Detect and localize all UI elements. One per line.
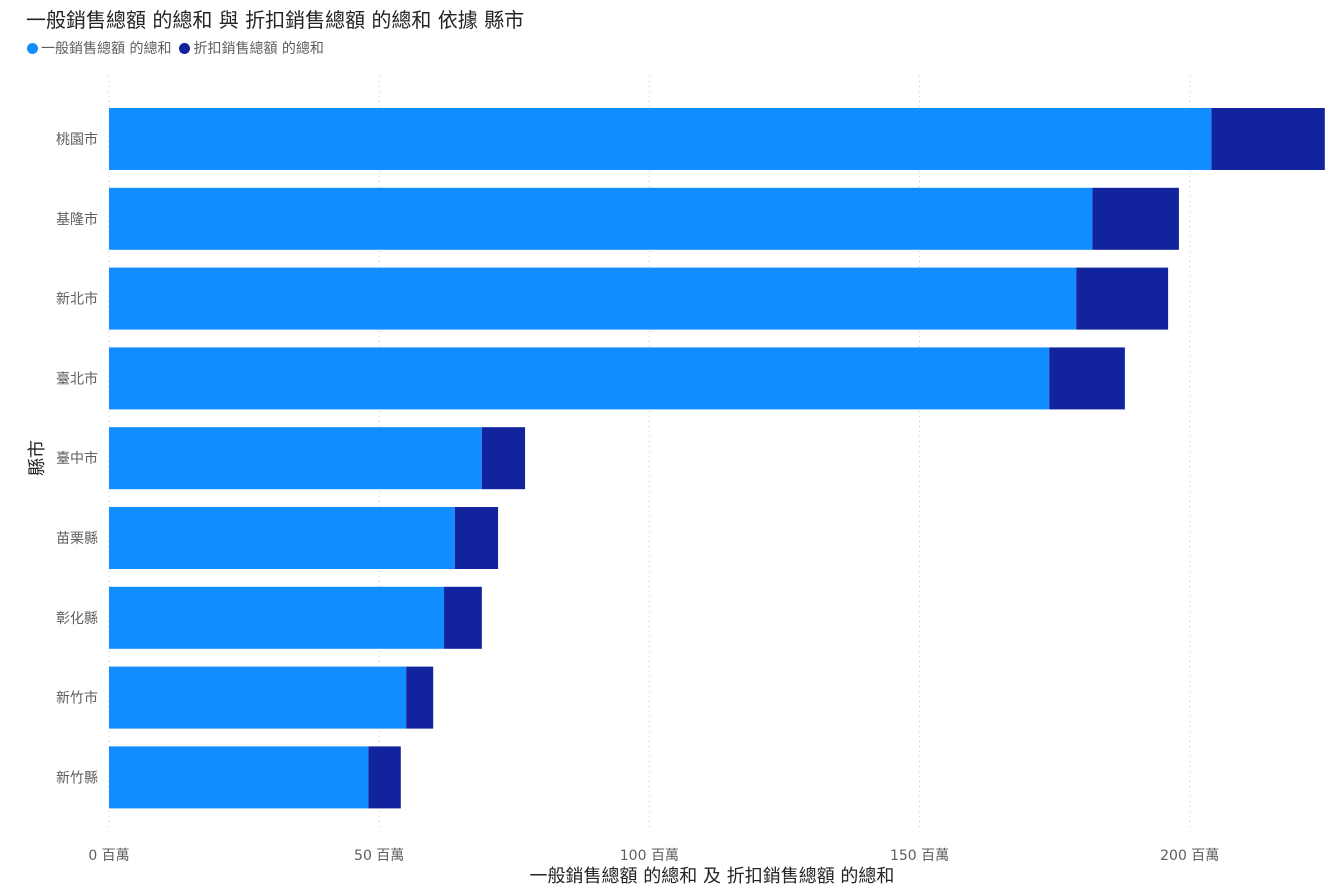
bar-discount-sales [454,507,499,569]
bar-regular-sales [109,108,1212,170]
y-category-label: 苗栗縣 [56,531,98,547]
bar-regular-sales [109,586,445,649]
bar-regular-sales [109,187,1093,250]
legend-label-discount: 折扣銷售總額 的總和 [193,41,324,57]
x-tick-label: 0 百萬 [88,848,129,864]
bar-discount-sales [406,666,434,729]
x-axis-title: 一般銷售總額 的總和 及 折扣銷售總額 的總和 [529,866,895,887]
bar-discount-sales [1092,187,1179,250]
y-category-label: 新竹縣 [56,770,98,786]
legend-item-discount[interactable]: 折扣銷售總額 的總和 [179,38,324,58]
bar-discount-sales [1076,267,1169,330]
chart-legend: 一般銷售總額 的總和 折扣銷售總額 的總和 [27,38,332,58]
legend-marker-discount [179,42,191,54]
bar-discount-sales [1049,347,1125,410]
bar-regular-sales [109,347,1050,410]
legend-label-regular: 一般銷售總額 的總和 [41,41,172,57]
bar-regular-sales [109,507,455,569]
y-category-label: 基隆市 [56,211,98,228]
bar-regular-sales [109,267,1077,330]
bar-regular-sales [109,746,369,809]
bar-regular-sales [109,427,482,490]
bar-discount-sales [368,746,401,809]
y-category-label: 桃園市 [56,131,98,148]
y-axis-title: 縣市 [27,440,48,476]
bar-discount-sales [481,427,526,490]
y-category-label: 臺北市 [56,370,98,387]
legend-marker-regular [27,42,38,54]
chart-title: 一般銷售總額 的總和 與 折扣銷售總額 的總和 依據 縣市 [26,8,525,32]
x-tick-label: 50 百萬 [354,848,404,864]
bar-discount-sales [444,586,482,649]
x-tick-label: 150 百萬 [890,848,949,864]
y-category-label: 彰化縣 [56,610,98,627]
bar-discount-sales [1211,108,1325,170]
x-tick-label: 100 百萬 [620,848,679,864]
y-category-label: 臺中市 [56,450,98,467]
legend-item-regular[interactable]: 一般銷售總額 的總和 [27,38,171,58]
bar-regular-sales [109,666,407,729]
y-category-label: 新北市 [56,291,98,308]
y-category-label: 新竹市 [56,690,98,707]
x-tick-label: 200 百萬 [1160,848,1219,864]
